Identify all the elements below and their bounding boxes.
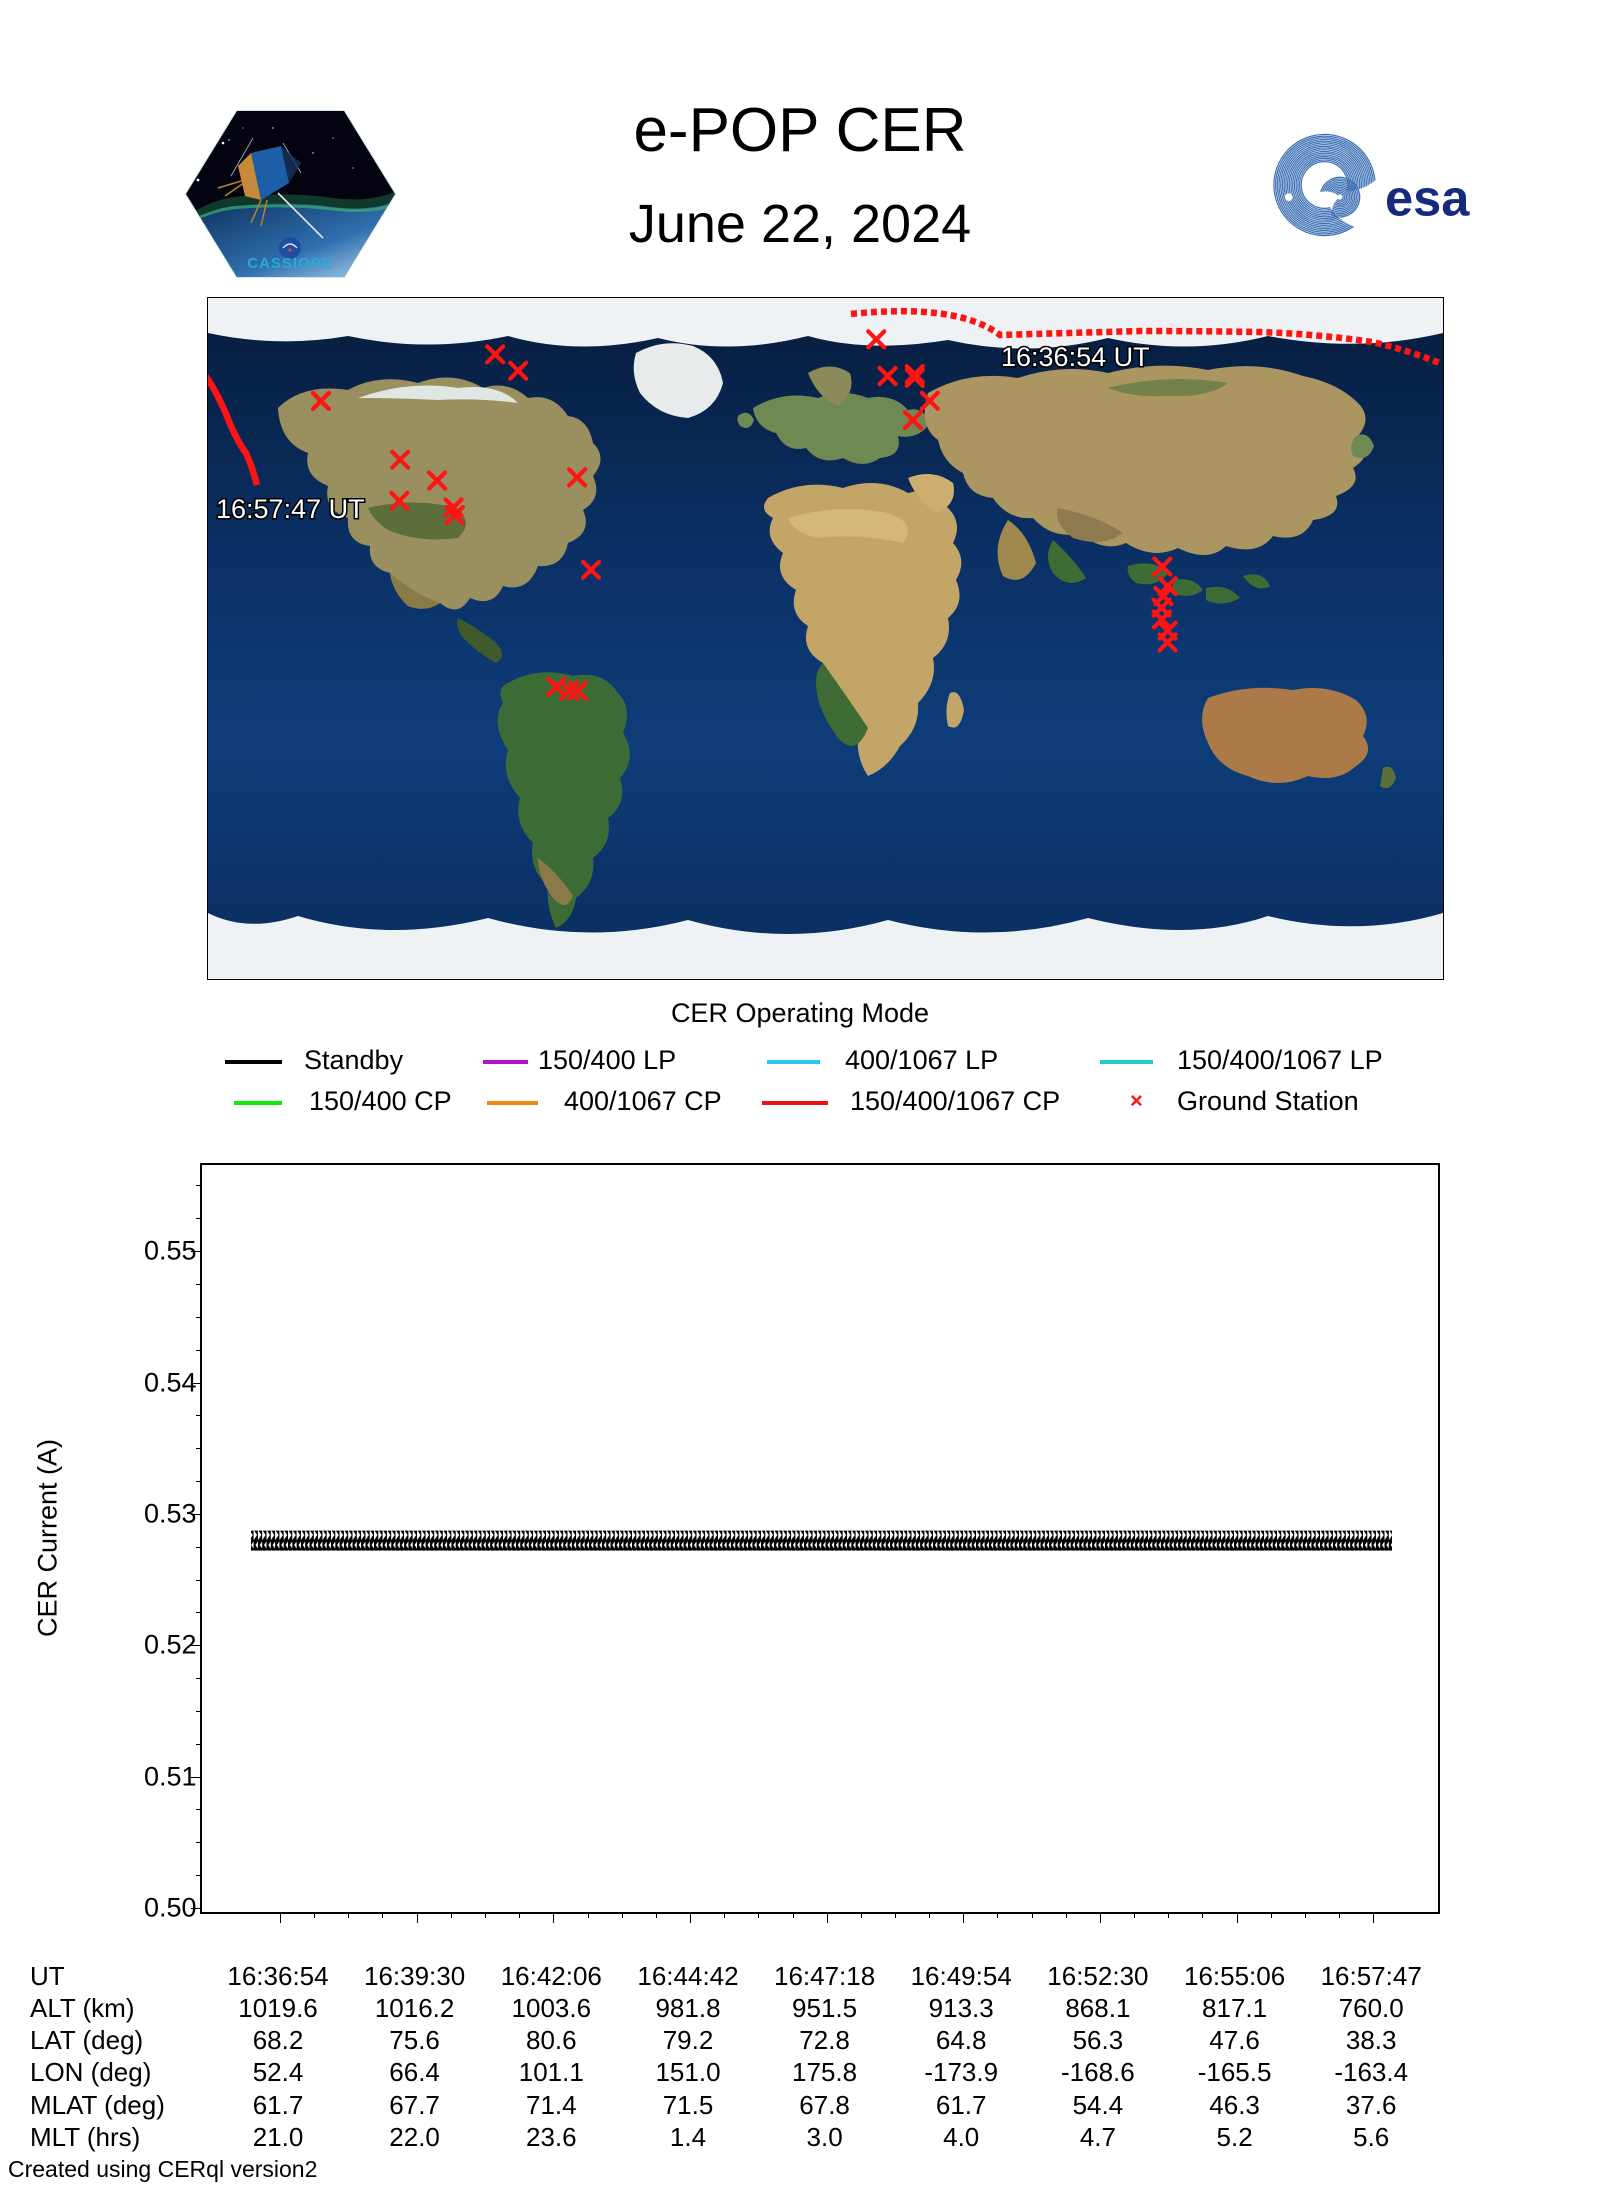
svg-text:16:36:54 UT: 16:36:54 UT	[1001, 342, 1150, 372]
svg-text:16:57:47 UT: 16:57:47 UT	[216, 494, 365, 524]
svg-text:esa: esa	[1385, 169, 1470, 226]
svg-text:CASSIOPE: CASSIOPE	[247, 255, 333, 272]
